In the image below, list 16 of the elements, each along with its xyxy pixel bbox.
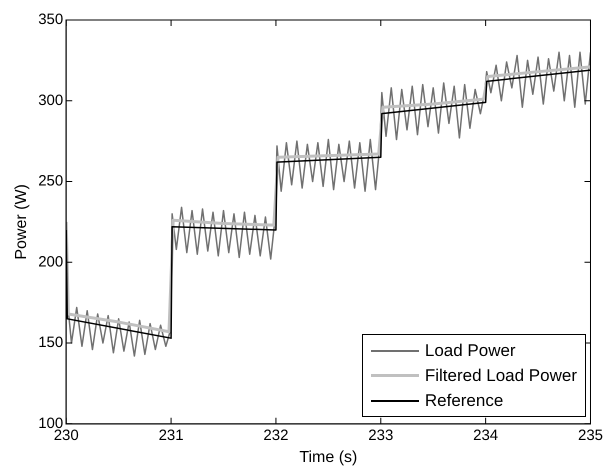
x-tick-label: 231 bbox=[158, 426, 184, 444]
x-axis-title: Time (s) bbox=[299, 448, 358, 466]
y-axis-title: Power (W) bbox=[13, 184, 30, 260]
x-tick-label: 235 bbox=[578, 426, 603, 444]
legend-label: Load Power bbox=[424, 340, 516, 360]
x-tick-label: 232 bbox=[263, 426, 288, 444]
x-tick-label: 230 bbox=[54, 426, 79, 444]
legend-label: Reference bbox=[424, 390, 504, 410]
y-tick-label: 300 bbox=[38, 92, 64, 109]
y-tick-label: 200 bbox=[38, 253, 64, 270]
legend-label: Filtered Load Power bbox=[424, 366, 577, 386]
x-tick-label: 234 bbox=[473, 426, 498, 444]
y-tick-label: 250 bbox=[38, 172, 64, 190]
x-tick-label: 233 bbox=[368, 426, 394, 444]
y-tick-label: 150 bbox=[38, 334, 64, 352]
y-tick-label: 350 bbox=[38, 11, 64, 28]
